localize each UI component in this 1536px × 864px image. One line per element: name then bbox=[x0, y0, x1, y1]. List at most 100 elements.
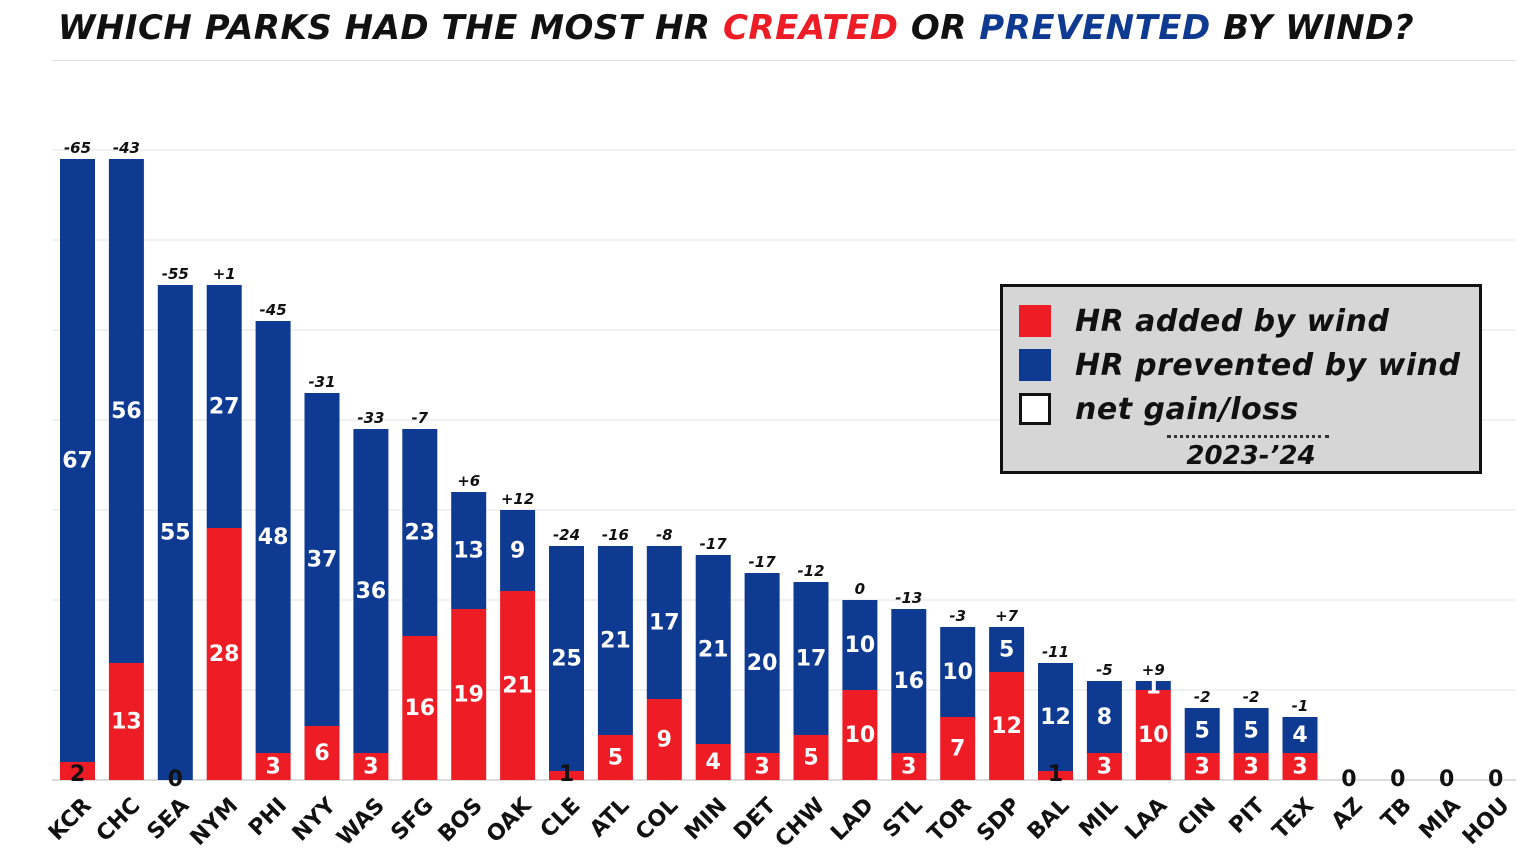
label-added-bal: 1 bbox=[1048, 762, 1063, 787]
chart-title: WHICH PARKS HAD THE MOST HR CREATED OR P… bbox=[0, 8, 1472, 48]
tick-label-phi: PHI bbox=[244, 793, 292, 841]
label-prevented-sea: 55 bbox=[160, 521, 191, 546]
bar-added-atl bbox=[597, 735, 633, 780]
net-label-chw: -12 bbox=[797, 562, 824, 580]
net-label-sdp: +7 bbox=[995, 607, 1019, 625]
tick-label-atl: ATL bbox=[585, 793, 634, 842]
bar-prevented-kcr bbox=[60, 159, 95, 762]
label-prevented-chc: 56 bbox=[111, 399, 142, 424]
net-label-pit: -2 bbox=[1243, 688, 1260, 706]
tick-label-cle: CLE bbox=[536, 793, 586, 843]
net-label-oak: +12 bbox=[501, 490, 534, 508]
label-added-nym: 28 bbox=[209, 642, 240, 667]
bar-prevented-atl bbox=[597, 546, 633, 735]
net-label-tor: -3 bbox=[949, 607, 966, 625]
label-added-cle: 1 bbox=[559, 762, 574, 787]
legend-item-added: HR added by wind bbox=[1019, 303, 1389, 339]
bar-added-sdp bbox=[989, 672, 1025, 780]
bar-prevented-sea bbox=[157, 285, 193, 780]
net-label-col: -8 bbox=[656, 526, 673, 544]
label-added-chw: 5 bbox=[803, 746, 818, 771]
legend-divider bbox=[1167, 435, 1329, 438]
label-prevented-nym: 27 bbox=[209, 395, 240, 420]
label-prevented-laa: 1 bbox=[1146, 675, 1161, 700]
bar-prevented-nym bbox=[206, 285, 242, 528]
net-label-min: -17 bbox=[700, 535, 728, 553]
bar-added-was bbox=[353, 753, 389, 780]
net-label-phi: -45 bbox=[260, 301, 287, 319]
label-prevented-bal: 12 bbox=[1040, 705, 1071, 730]
label-added-sdp: 12 bbox=[991, 714, 1022, 739]
bar-prevented-det bbox=[744, 573, 780, 753]
tick-label-nyy: NYY bbox=[288, 793, 342, 847]
zero-label-sea: 0 bbox=[168, 767, 183, 792]
bar-added-col bbox=[646, 699, 682, 780]
legend-label-net: net gain/loss bbox=[1075, 391, 1299, 427]
bar-prevented-tor bbox=[940, 627, 976, 717]
label-added-atl: 5 bbox=[608, 746, 623, 771]
tick-label-mil: MIL bbox=[1075, 793, 1124, 842]
tick-label-lad: LAD bbox=[826, 793, 879, 846]
label-prevented-sfg: 23 bbox=[404, 521, 435, 546]
tick-label-stl: STL bbox=[878, 793, 927, 842]
net-label-chc: -43 bbox=[113, 139, 140, 157]
tick-label-tor: TOR bbox=[923, 793, 977, 847]
net-label-was: -33 bbox=[357, 409, 384, 427]
label-prevented-atl: 21 bbox=[600, 629, 631, 654]
title-text-1: WHICH PARKS HAD THE MOST HR bbox=[57, 8, 723, 48]
bar-prevented-sfg bbox=[402, 429, 438, 636]
legend-label-prevented: HR prevented by wind bbox=[1075, 347, 1461, 383]
bar-added-min bbox=[695, 744, 731, 780]
bar-added-phi bbox=[255, 753, 291, 780]
net-label-mil: -5 bbox=[1096, 661, 1113, 679]
label-added-nyy: 6 bbox=[314, 741, 329, 766]
label-prevented-col: 17 bbox=[649, 611, 680, 636]
label-prevented-tex: 4 bbox=[1292, 723, 1307, 748]
net-label-bos: +6 bbox=[457, 472, 480, 490]
title-divider bbox=[52, 60, 1516, 61]
label-added-pit: 3 bbox=[1243, 755, 1258, 780]
label-prevented-tor: 10 bbox=[942, 660, 973, 685]
net-label-sea: -55 bbox=[162, 265, 189, 283]
bar-prevented-tex bbox=[1282, 717, 1318, 753]
tick-label-sfg: SFG bbox=[387, 793, 439, 845]
tick-label-tb: TB bbox=[1377, 793, 1417, 833]
bar-prevented-bos bbox=[451, 492, 487, 609]
bar-added-mil bbox=[1086, 753, 1122, 780]
bar-added-kcr bbox=[60, 762, 95, 780]
net-label-stl: -13 bbox=[895, 589, 922, 607]
zero-label-tb: 0 bbox=[1390, 767, 1405, 792]
label-prevented-mil: 8 bbox=[1097, 705, 1112, 730]
tick-label-chc: CHC bbox=[92, 793, 146, 847]
tick-label-col: COL bbox=[631, 793, 683, 845]
tick-label-oak: OAK bbox=[482, 793, 537, 848]
net-label-sfg: -7 bbox=[411, 409, 428, 427]
bar-prevented-oak bbox=[500, 510, 536, 591]
label-prevented-sdp: 5 bbox=[999, 638, 1014, 663]
label-prevented-nyy: 37 bbox=[307, 548, 338, 573]
bar-added-tor bbox=[940, 717, 976, 780]
label-added-col: 9 bbox=[657, 728, 672, 753]
title-text-2: OR bbox=[898, 8, 980, 48]
legend-swatch-prevented bbox=[1019, 349, 1051, 381]
label-prevented-bos: 13 bbox=[453, 539, 484, 564]
bar-added-cin bbox=[1184, 753, 1220, 780]
net-label-laa: +9 bbox=[1142, 661, 1165, 679]
label-added-lad: 10 bbox=[845, 723, 876, 748]
bar-prevented-phi bbox=[255, 321, 291, 753]
label-prevented-was: 36 bbox=[356, 579, 387, 604]
zero-label-az: 0 bbox=[1341, 767, 1356, 792]
label-prevented-chw: 17 bbox=[796, 647, 827, 672]
label-added-phi: 3 bbox=[265, 755, 280, 780]
label-added-mil: 3 bbox=[1097, 755, 1112, 780]
label-added-det: 3 bbox=[754, 755, 769, 780]
tick-label-was: WAS bbox=[333, 793, 390, 850]
net-label-lad: 0 bbox=[855, 580, 865, 598]
bar-added-bos bbox=[451, 609, 487, 780]
bar-prevented-bal bbox=[1038, 663, 1073, 771]
label-prevented-stl: 16 bbox=[893, 669, 924, 694]
label-added-was: 3 bbox=[363, 755, 378, 780]
bar-added-stl bbox=[891, 753, 927, 780]
tick-label-min: MIN bbox=[680, 793, 732, 845]
label-added-laa: 10 bbox=[1138, 723, 1169, 748]
